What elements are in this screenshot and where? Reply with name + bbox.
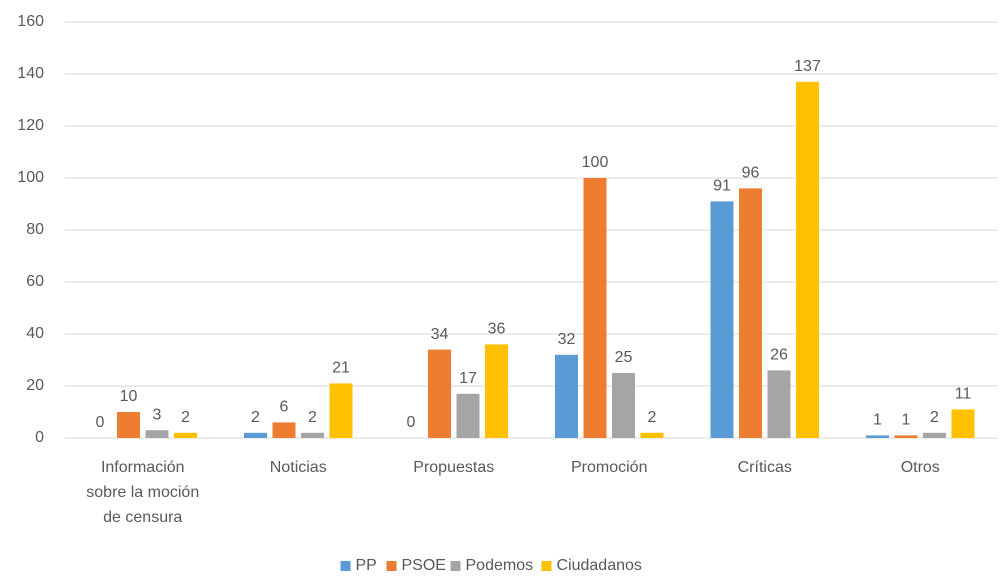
bar [117,412,140,438]
data-label: 1 [902,412,911,429]
legend-label: Ciudadanos [557,557,642,574]
data-label: 0 [96,414,105,431]
legend-label: Podemos [466,557,534,574]
x-tick-label: Promoción [571,459,647,476]
y-tick-label: 100 [17,169,44,186]
bar [767,370,791,438]
data-label: 36 [488,321,506,338]
data-label: 1 [873,412,882,429]
bar [301,432,324,438]
data-label: 96 [742,165,760,182]
bar [555,354,578,438]
bar [739,188,762,438]
legend-swatch [340,561,351,571]
x-tick-label: Críticas [738,459,792,476]
data-label: 6 [280,399,289,416]
data-label: 10 [120,388,138,405]
bar [866,435,889,438]
bar [428,349,451,438]
data-label: 32 [558,331,576,348]
bar [796,81,819,439]
bar [583,178,607,438]
y-tick-label: 40 [26,325,44,342]
data-label: 26 [770,347,788,364]
data-label: 25 [615,349,633,366]
x-tick-label: Propuestas [413,459,494,476]
y-tick-label: 60 [26,273,44,290]
legend-swatch [541,561,552,571]
bar [485,344,508,438]
data-label: 2 [181,409,190,426]
bar [894,435,918,438]
bar [640,432,664,438]
data-label: 2 [648,409,657,426]
data-label: 21 [332,360,350,377]
data-label: 100 [582,154,609,171]
y-tick-label: 20 [26,377,44,394]
bar [612,373,635,438]
data-label: 0 [407,414,416,431]
x-tick-label: Noticias [270,459,327,476]
bar [923,432,946,438]
y-tick-label: 160 [17,13,44,30]
legend-swatch [450,561,461,571]
legend-swatch [386,561,397,571]
data-label: 11 [955,386,972,403]
data-label: 91 [713,178,731,195]
bar [145,430,169,438]
x-tick-label: Otros [901,459,940,476]
data-label: 2 [308,409,317,426]
y-tick-label: 80 [26,221,44,238]
bar [174,432,197,438]
bar [272,422,296,438]
y-tick-label: 0 [35,429,44,446]
y-tick-label: 140 [17,65,44,82]
data-label: 2 [251,409,260,426]
x-tick-label: Información sobre la moción de censura [86,459,199,526]
bar [710,201,734,438]
data-label: 137 [794,58,821,75]
bar [329,383,353,438]
legend-label: PSOE [402,557,446,574]
data-label: 3 [153,406,162,423]
bar [456,393,480,438]
data-label: 34 [431,326,449,343]
y-tick-label: 120 [17,117,44,134]
bar [951,409,975,438]
bar [244,432,267,438]
data-label: 17 [459,370,477,387]
legend-label: PP [356,557,377,574]
data-label: 2 [930,409,939,426]
